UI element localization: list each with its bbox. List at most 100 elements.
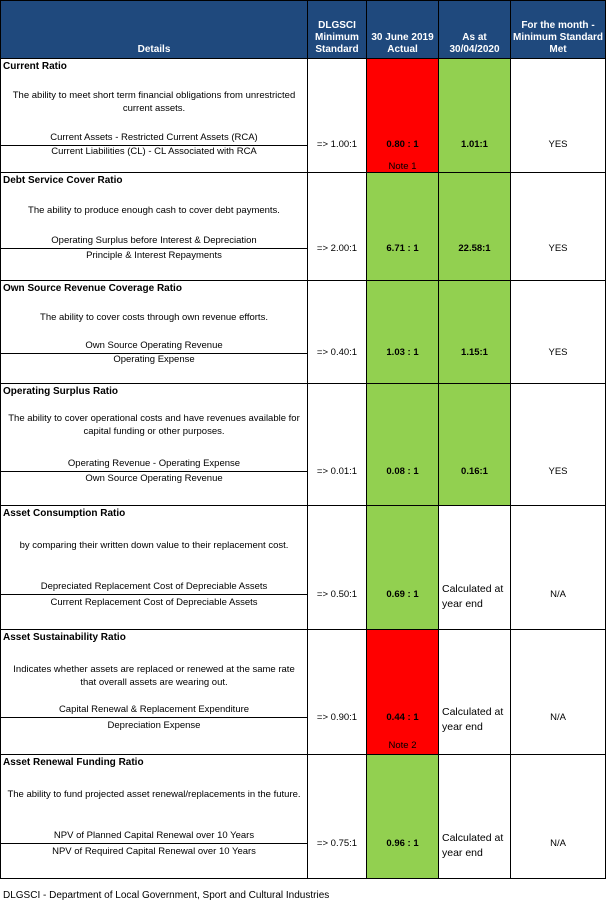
ratio-description: The ability to cover operational costs a… (8, 413, 300, 437)
details-cell: Own Source Revenue Coverage Ratio The ab… (0, 280, 308, 384)
ratio-description: The ability to fund projected asset rene… (7, 789, 301, 800)
details-cell: Current Ratio The ability to meet short … (0, 58, 308, 173)
ratio-description: The ability to meet short term financial… (12, 90, 296, 114)
header-standard: DLGSCI Minimum Standard (307, 0, 367, 59)
standard-value: => 2.00:1 (316, 243, 358, 254)
ratio-denominator: Current Replacement Cost of Depreciable … (50, 597, 258, 608)
asat-value: Calculated at year end (442, 832, 504, 859)
standard-cell: => 1.00:1 (307, 58, 367, 173)
actual-value: 0.44 : 1 (386, 712, 419, 723)
ratios-table: Details DLGSCI Minimum Standard 30 June … (0, 0, 606, 879)
header-actual: 30 June 2019 Actual (366, 0, 439, 59)
asat-cell: Calculated at year end (438, 505, 511, 630)
actual-value: 6.71 : 1 (386, 243, 419, 254)
standard-cell: => 0.50:1 (307, 505, 367, 630)
ratio-denominator: NPV of Required Capital Renewal over 10 … (52, 846, 256, 857)
standard-value: => 0.01:1 (316, 466, 358, 477)
ratio-title: Operating Surplus Ratio (3, 386, 119, 397)
ratio-description: by comparing their written down value to… (19, 540, 289, 551)
asat-cell: 1.15:1 (438, 280, 511, 384)
fraction-line (1, 145, 308, 146)
asat-cell: Calculated at year end (438, 629, 511, 755)
actual-cell: 0.08 : 1 (366, 383, 439, 506)
details-cell: Asset Consumption Ratio by comparing the… (0, 505, 308, 630)
footer-note: DLGSCI - Department of Local Government,… (3, 890, 330, 901)
standard-cell: => 0.40:1 (307, 280, 367, 384)
ratio-title: Asset Renewal Funding Ratio (3, 757, 144, 768)
asat-value: 1.01:1 (461, 139, 488, 150)
standard-value: => 0.40:1 (316, 347, 358, 358)
ratio-title: Own Source Revenue Coverage Ratio (3, 283, 182, 294)
actual-cell: 0.96 : 1 (366, 754, 439, 879)
ratio-row: Asset Sustainability Ratio Indicates whe… (0, 629, 606, 755)
met-cell: YES (510, 172, 606, 281)
ratio-row: Current Ratio The ability to meet short … (0, 58, 606, 173)
standard-cell: => 0.90:1 (307, 629, 367, 755)
ratio-row: Asset Consumption Ratio by comparing the… (0, 505, 606, 630)
fraction-line (1, 353, 308, 354)
ratio-title: Asset Sustainability Ratio (3, 632, 126, 643)
actual-value: 1.03 : 1 (386, 347, 419, 358)
asat-value: 22.58:1 (458, 243, 491, 254)
asat-cell: Calculated at year end (438, 754, 511, 879)
met-cell: YES (510, 383, 606, 506)
actual-cell: 0.69 : 1 (366, 505, 439, 630)
header-details: Details (0, 0, 308, 59)
details-cell: Asset Sustainability Ratio Indicates whe… (0, 629, 308, 755)
met-value: N/A (550, 589, 566, 600)
fraction-line (1, 594, 308, 595)
actual-cell: 1.03 : 1 (366, 280, 439, 384)
met-cell: N/A (510, 754, 606, 879)
ratio-numerator: Current Assets - Restricted Current Asse… (50, 132, 258, 143)
asat-cell: 22.58:1 (438, 172, 511, 281)
actual-cell: 0.44 : 1 Note 2 (366, 629, 439, 755)
ratio-denominator: Current Liabilities (CL) - CL Associated… (51, 146, 257, 157)
ratio-denominator: Operating Expense (113, 354, 195, 365)
details-cell: Operating Surplus Ratio The ability to c… (0, 383, 308, 506)
ratio-row: Own Source Revenue Coverage Ratio The ab… (0, 280, 606, 384)
ratio-description: Indicates whether assets are replaced or… (13, 664, 295, 688)
header-row: Details DLGSCI Minimum Standard 30 June … (0, 0, 606, 59)
ratio-numerator: Operating Surplus before Interest & Depr… (51, 235, 257, 246)
met-value: N/A (550, 712, 566, 723)
actual-note: Note 1 (388, 161, 417, 172)
met-cell: YES (510, 58, 606, 173)
ratio-denominator: Own Source Operating Revenue (85, 473, 223, 484)
actual-value: 0.96 : 1 (386, 838, 419, 849)
ratio-numerator: Capital Renewal & Replacement Expenditur… (58, 704, 250, 715)
ratio-denominator: Principle & Interest Repayments (86, 250, 222, 261)
actual-note: Note 2 (388, 740, 417, 751)
header-asat: As at 30/04/2020 (438, 0, 511, 59)
actual-value: 0.08 : 1 (386, 466, 419, 477)
standard-value: => 1.00:1 (316, 139, 358, 150)
standard-value: => 0.50:1 (316, 589, 358, 600)
met-cell: N/A (510, 505, 606, 630)
met-value: YES (548, 139, 568, 150)
ratio-row: Debt Service Cover Ratio The ability to … (0, 172, 606, 281)
ratio-description: The ability to cover costs through own r… (40, 312, 268, 323)
ratio-denominator: Depreciation Expense (107, 720, 201, 731)
actual-cell: 6.71 : 1 (366, 172, 439, 281)
asat-value: 0.16:1 (461, 466, 488, 477)
ratio-row: Operating Surplus Ratio The ability to c… (0, 383, 606, 506)
standard-cell: => 0.01:1 (307, 383, 367, 506)
ratio-numerator: Own Source Operating Revenue (85, 340, 223, 351)
actual-value: 0.69 : 1 (386, 589, 419, 600)
asat-cell: 0.16:1 (438, 383, 511, 506)
asat-value: 1.15:1 (461, 347, 488, 358)
ratio-title: Asset Consumption Ratio (3, 508, 126, 519)
actual-value: 0.80 : 1 (386, 139, 419, 150)
ratio-row: Asset Renewal Funding Ratio The ability … (0, 754, 606, 879)
standard-cell: => 2.00:1 (307, 172, 367, 281)
fraction-line (1, 717, 308, 718)
actual-cell: 0.80 : 1 Note 1 (366, 58, 439, 173)
ratio-description: The ability to produce enough cash to co… (28, 205, 280, 216)
ratio-title: Debt Service Cover Ratio (3, 175, 123, 186)
met-value: N/A (550, 838, 566, 849)
fraction-line (1, 843, 308, 844)
met-cell: YES (510, 280, 606, 384)
details-cell: Debt Service Cover Ratio The ability to … (0, 172, 308, 281)
ratio-title: Current Ratio (3, 61, 67, 72)
fraction-line (1, 248, 308, 249)
met-value: YES (548, 347, 568, 358)
